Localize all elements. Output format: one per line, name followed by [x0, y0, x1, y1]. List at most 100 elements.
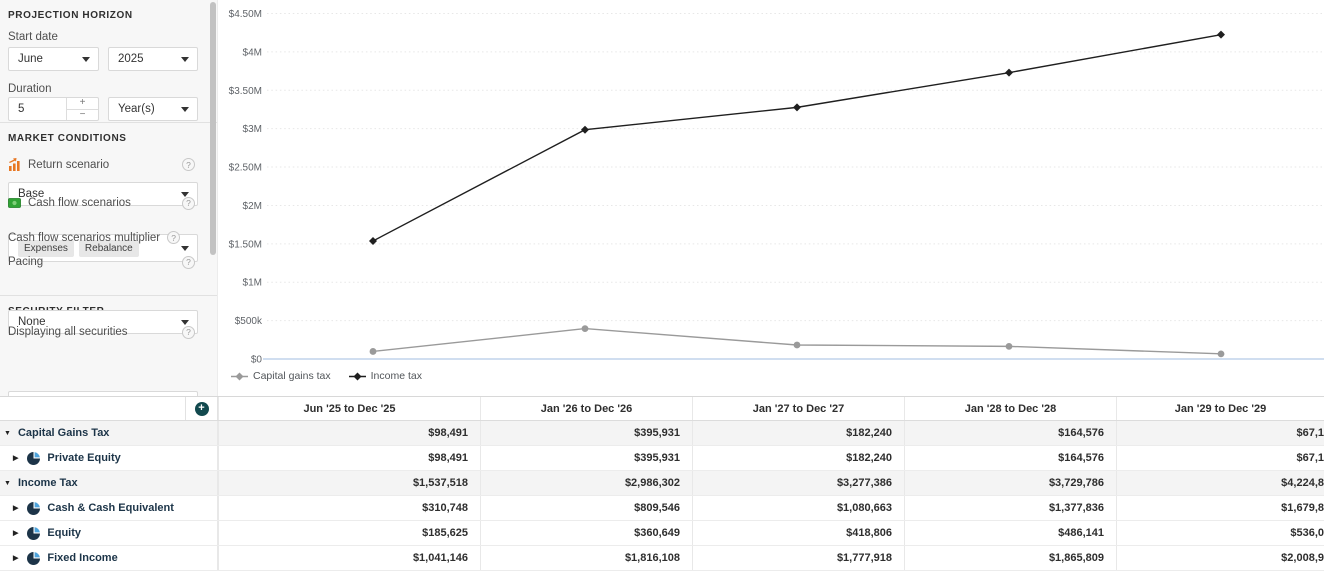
data-point	[1217, 30, 1225, 39]
security-filter-input[interactable]	[8, 391, 198, 396]
tax-projection-chart: $0 $500k $1M $1.50M $2M $2.50M $3M $3.50M $4M $4.…	[218, 0, 1324, 396]
y-axis-tick-label: $1.50M	[229, 239, 262, 250]
divider	[0, 295, 217, 296]
value-cell: $182,240	[692, 446, 904, 470]
duration-value[interactable]: 5	[18, 103, 25, 115]
table-header-row: + Jun '25 to Dec '25 Jan '26 to Dec '26 Jan…	[0, 397, 1324, 421]
spacer-cell	[185, 471, 218, 495]
sidebar-scrollbar[interactable]	[210, 2, 216, 255]
return-scenario-value: Base	[18, 188, 45, 200]
expand-caret-icon[interactable]: ▶	[13, 555, 19, 562]
add-button[interactable]: +	[194, 401, 209, 416]
data-point	[581, 325, 589, 333]
pacing-value: None	[18, 316, 46, 328]
value-cell: $67,1	[1116, 446, 1324, 470]
row-label: Fixed Income	[47, 552, 118, 564]
chevron-down-icon	[181, 320, 189, 325]
row-label-cell: ▶ Private Equity	[0, 446, 185, 470]
value-cell: $486,141	[904, 521, 1116, 545]
value-cell: $395,931	[480, 421, 692, 445]
value-cell: $1,041,146	[218, 546, 480, 570]
return-scenario-label: Return scenario	[28, 158, 110, 171]
chip-rebalance[interactable]: Rebalance	[78, 239, 139, 257]
y-axis-tick-label: $3.50M	[229, 86, 262, 97]
value-cell: $1,777,918	[692, 546, 904, 570]
value-cell: $809,546	[480, 496, 692, 520]
table-row-private-equity[interactable]: ▶ Private Equity $98,491 $395,931 $182,240 $1…	[0, 446, 1324, 471]
value-cell: $2,008,9	[1116, 546, 1324, 570]
legend-marker-icon	[231, 372, 248, 380]
return-scenario-row: Return scenario ?	[0, 144, 217, 171]
duration-unit-select[interactable]: Year(s)	[108, 97, 198, 121]
expand-caret-icon[interactable]: ▶	[13, 505, 19, 512]
start-month-select[interactable]: June	[8, 47, 99, 71]
value-cell: $164,576	[904, 421, 1116, 445]
legend-label: Income tax	[370, 370, 422, 382]
table-row-income-tax[interactable]: ▼ Income Tax $1,537,518 $2,986,302 $3,277,38…	[0, 471, 1324, 496]
y-axis-tick-label: $3M	[243, 124, 262, 135]
y-axis-tick-label: $4M	[243, 47, 262, 58]
value-cell: $3,729,786	[904, 471, 1116, 495]
section-projection-horizon: PROJECTION HORIZON	[8, 10, 133, 21]
security-filter-row: Displaying all securities ?	[0, 317, 217, 339]
data-point	[369, 348, 377, 355]
value-cell: $360,649	[480, 521, 692, 545]
collapse-caret-icon[interactable]: ▼	[4, 479, 11, 487]
help-icon[interactable]: ?	[182, 325, 195, 339]
start-year-select[interactable]: 2025	[108, 47, 198, 71]
return-scenario-select[interactable]: Base	[8, 182, 198, 206]
table-row-fixed-income[interactable]: ▶ Fixed Income $1,041,146 $1,816,108 $1,777,…	[0, 546, 1324, 571]
spacer-cell	[185, 546, 218, 570]
value-cell: $1,865,809	[904, 546, 1116, 570]
data-point	[581, 125, 589, 134]
help-icon[interactable]: ?	[167, 231, 181, 244]
value-cell: $1,816,108	[480, 546, 692, 570]
value-cell: $1,679,8	[1116, 496, 1324, 520]
table-corner-cell	[0, 397, 185, 420]
legend-label: Capital gains tax	[253, 370, 331, 382]
chevron-down-icon	[181, 192, 189, 197]
legend-item-capital-gains-tax[interactable]: Capital gains tax	[231, 370, 331, 382]
value-cell: $310,748	[218, 496, 480, 520]
data-point	[1005, 68, 1013, 77]
help-icon[interactable]: ?	[182, 196, 195, 210]
legend-item-income-tax[interactable]: Income tax	[348, 370, 422, 382]
chevron-down-icon	[181, 107, 189, 112]
bar-chart-icon	[9, 158, 20, 171]
value-cell: $98,491	[218, 421, 480, 445]
start-month-value: June	[18, 53, 43, 65]
cash-flow-scenarios-select[interactable]: Expenses Rebalance	[8, 234, 198, 262]
expand-caret-icon[interactable]: ▶	[13, 455, 19, 462]
table-row-equity[interactable]: ▶ Equity $185,625 $360,649 $418,806 $486,141 $…	[0, 521, 1324, 546]
increment-button[interactable]: +	[67, 98, 98, 110]
expand-caret-icon[interactable]: ▶	[13, 530, 19, 537]
value-cell: $67,1	[1116, 421, 1324, 445]
duration-label: Duration	[8, 83, 52, 95]
spacer-cell	[185, 521, 218, 545]
column-header: Jan '26 to Dec '26	[480, 397, 692, 420]
data-point	[793, 103, 801, 112]
value-cell: $1,537,518	[218, 471, 480, 495]
collapse-caret-icon[interactable]: ▼	[4, 429, 11, 437]
row-label: Private Equity	[47, 452, 121, 464]
start-date-label: Start date	[8, 31, 58, 43]
decrement-button[interactable]: −	[79, 108, 86, 120]
help-icon[interactable]: ?	[182, 255, 195, 269]
help-icon[interactable]: ?	[182, 158, 195, 171]
spacer-cell	[185, 421, 218, 445]
table-row-cash-cash-equivalent[interactable]: ▶ Cash & Cash Equivalent $310,748 $809,546 $…	[0, 496, 1324, 521]
spacer-cell	[185, 496, 218, 520]
settings-sidebar: PROJECTION HORIZON Start date June 2025 …	[0, 0, 218, 396]
duration-stepper: 5 + −	[8, 97, 99, 121]
chip-expenses[interactable]: Expenses	[18, 239, 74, 257]
table-row-capital-gains-tax[interactable]: ▼ Capital Gains Tax $98,491 $395,931 $182,24…	[0, 421, 1324, 446]
spacer-cell	[185, 446, 218, 470]
pacing-select[interactable]: None	[8, 310, 198, 334]
value-cell: $395,931	[480, 446, 692, 470]
series-line-income-tax	[372, 33, 1222, 242]
row-label: Income Tax	[17, 477, 78, 489]
row-label: Cash & Cash Equivalent	[47, 502, 174, 514]
pie-chart-icon	[27, 501, 41, 515]
value-cell: $536,0	[1116, 521, 1324, 545]
y-axis-tick-label: $1M	[243, 278, 262, 289]
